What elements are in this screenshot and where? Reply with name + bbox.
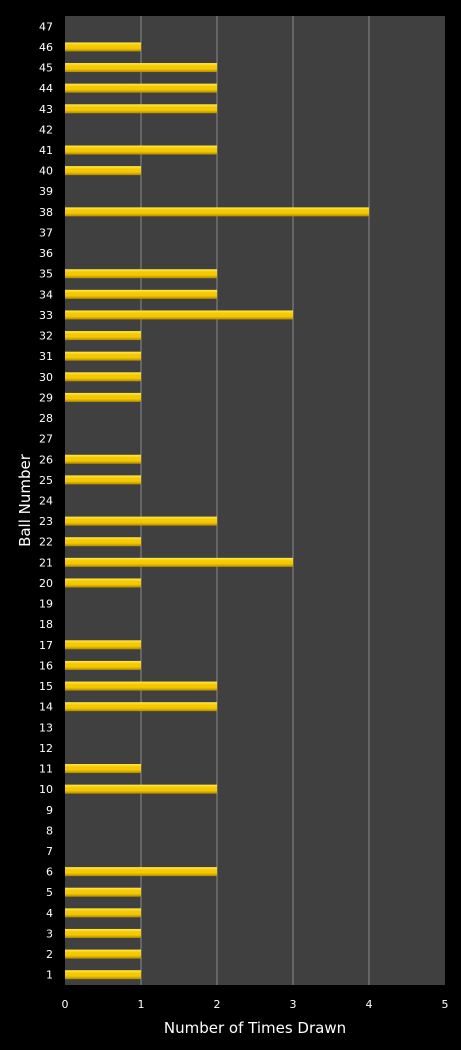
bar-ball-16 [65,660,141,670]
x-tick-label-1: 1 [138,998,145,1011]
y-tick-label-34: 34 [39,288,53,301]
bar-ball-41 [65,145,217,155]
y-tick-label-39: 39 [39,185,53,198]
plot-area [65,16,445,985]
bar-ball-44 [65,83,217,93]
y-tick-label-47: 47 [39,20,53,33]
bar-ball-2 [65,949,141,959]
y-tick-label-41: 41 [39,144,53,157]
y-tick-label-25: 25 [39,474,53,487]
y-tick-label-4: 4 [46,907,53,920]
bar-ball-23 [65,516,217,526]
y-tick-label-1: 1 [46,969,53,982]
y-tick-label-2: 2 [46,948,53,961]
y-tick-label-28: 28 [39,412,53,425]
y-tick-label-3: 3 [46,927,53,940]
y-tick-label-23: 23 [39,515,53,528]
y-tick-label-32: 32 [39,330,53,343]
y-tick-label-22: 22 [39,536,53,549]
y-tick-label-38: 38 [39,206,53,219]
x-tick-label-0: 0 [62,998,69,1011]
y-axis-tick-labels: 1234567891011121314151617181920212223242… [39,20,53,981]
y-tick-label-16: 16 [39,659,53,672]
bar-ball-3 [65,928,141,938]
bar-ball-20 [65,578,141,588]
bar-ball-14 [65,702,217,712]
y-tick-label-24: 24 [39,495,53,508]
y-tick-label-14: 14 [39,701,53,714]
y-tick-label-18: 18 [39,618,53,631]
y-tick-label-33: 33 [39,309,53,322]
gridlines [140,16,370,985]
x-axis-title: Number of Times Drawn [164,1019,346,1037]
y-tick-label-9: 9 [46,804,53,817]
bar-ball-45 [65,63,217,73]
bar-ball-1 [65,970,141,980]
y-tick-label-43: 43 [39,103,53,116]
bar-ball-31 [65,351,141,361]
bar-ball-26 [65,454,141,464]
y-tick-label-15: 15 [39,680,53,693]
bar-ball-11 [65,764,141,774]
y-tick-label-19: 19 [39,598,53,611]
y-tick-label-5: 5 [46,886,53,899]
bar-ball-32 [65,331,141,341]
x-tick-label-5: 5 [442,998,449,1011]
y-tick-label-12: 12 [39,742,53,755]
y-tick-label-17: 17 [39,639,53,652]
bar-ball-29 [65,392,141,402]
bar-ball-40 [65,166,141,176]
bar-ball-25 [65,475,141,485]
y-tick-label-6: 6 [46,866,53,879]
bar-ball-33 [65,310,293,320]
bar-ball-17 [65,640,141,650]
bar-ball-5 [65,887,141,897]
bar-ball-10 [65,784,217,794]
y-tick-label-45: 45 [39,62,53,75]
y-tick-label-8: 8 [46,824,53,837]
bar-ball-6 [65,867,217,877]
x-tick-label-4: 4 [366,998,373,1011]
y-tick-label-35: 35 [39,268,53,281]
x-axis-tick-labels: 0 1 2 3 4 5 [62,998,449,1011]
bar-ball-4 [65,908,141,918]
y-tick-label-13: 13 [39,721,53,734]
y-axis-title: Ball Number [16,453,34,547]
bar-ball-38 [65,207,369,217]
y-tick-label-26: 26 [39,453,53,466]
y-tick-label-20: 20 [39,577,53,590]
y-tick-label-29: 29 [39,391,53,404]
y-tick-label-46: 46 [39,41,53,54]
bar-ball-35 [65,269,217,279]
y-tick-label-37: 37 [39,226,53,239]
bar-ball-43 [65,104,217,114]
bar-ball-46 [65,42,141,52]
y-tick-label-31: 31 [39,350,53,363]
bar-ball-22 [65,537,141,547]
bar-ball-15 [65,681,217,691]
bar-ball-34 [65,289,217,299]
y-tick-label-7: 7 [46,845,53,858]
y-tick-label-36: 36 [39,247,53,260]
bar-ball-30 [65,372,141,382]
y-tick-label-42: 42 [39,123,53,136]
y-tick-label-30: 30 [39,371,53,384]
y-tick-label-10: 10 [39,783,53,796]
y-tick-label-21: 21 [39,556,53,569]
y-tick-label-27: 27 [39,433,53,446]
bars [65,42,369,980]
y-tick-label-44: 44 [39,82,53,95]
y-tick-label-11: 11 [39,763,53,776]
x-tick-label-3: 3 [290,998,297,1011]
bar-ball-21 [65,557,293,567]
x-tick-label-2: 2 [214,998,221,1011]
y-tick-label-40: 40 [39,165,53,178]
